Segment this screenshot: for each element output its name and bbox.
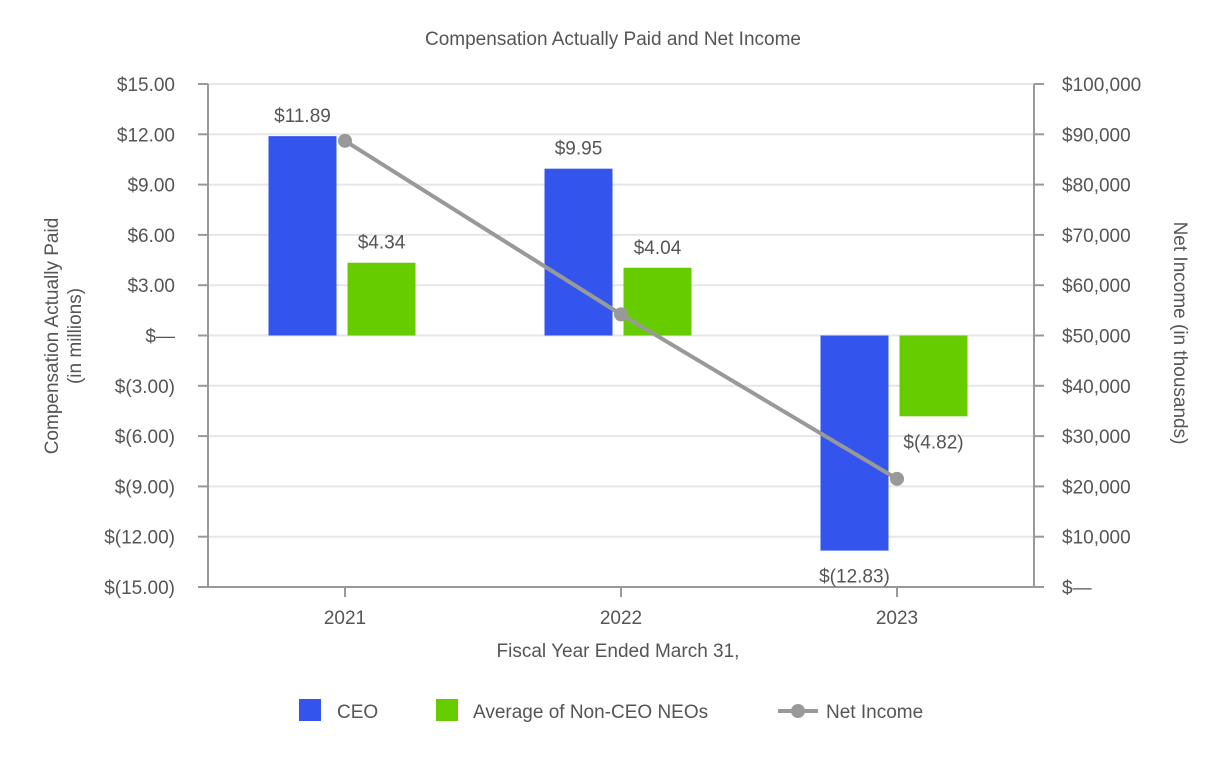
left-tick-label-3: $6.00 (127, 226, 175, 247)
left-axis-label-line2: (in millions) (65, 288, 86, 384)
left-tick-label-8: $(9.00) (115, 477, 175, 498)
bar-label-ceo-2022: $9.95 (555, 139, 603, 160)
legend-ceo-swatch (299, 699, 321, 721)
legend-ceo-label: CEO (337, 702, 378, 723)
right-tick-label-6: $40,000 (1062, 377, 1131, 398)
net-income-point-2022 (614, 307, 628, 322)
left-tick-label-6: $(3.00) (115, 377, 175, 398)
legend-net-income-label: Net Income (826, 702, 923, 723)
left-tick-label-4: $3.00 (127, 276, 175, 297)
x-axis-label: Fiscal Year Ended March 31, (497, 641, 740, 662)
left-tick-label-10: $(15.00) (104, 578, 175, 599)
bar-neo-2021 (347, 262, 416, 336)
legend-neo-swatch (436, 699, 458, 721)
net-income-point-2023 (890, 471, 904, 486)
bar-neo-2023 (899, 335, 968, 417)
bar-label-ceo-2023: $(12.83) (819, 567, 890, 588)
right-tick-label-0: $100,000 (1062, 75, 1141, 96)
net-income-point-2021 (338, 133, 352, 148)
right-axis-ticks: $100,000 $90,000 $80,000 $70,000 $60,000 $50,… (1034, 75, 1141, 599)
right-tick-label-1: $90,000 (1062, 125, 1131, 146)
x-tick-label-2021: 2021 (324, 608, 366, 629)
x-tick-label-2023: 2023 (876, 608, 918, 629)
bar-label-ceo-2021: $11.89 (274, 106, 331, 127)
bar-labels: $11.89 $9.95 $(12.83) $4.34 $4.04 $(4.82) (274, 106, 963, 587)
right-tick-label-2: $80,000 (1062, 176, 1131, 197)
right-tick-label-3: $70,000 (1062, 226, 1131, 247)
right-tick-label-4: $60,000 (1062, 276, 1131, 297)
right-tick-label-7: $30,000 (1062, 427, 1131, 448)
right-tick-label-8: $20,000 (1062, 477, 1131, 498)
legend-net-income-dot (791, 704, 805, 718)
x-axis-ticks: 2021 2022 2023 (324, 587, 918, 629)
right-tick-label-5: $50,000 (1062, 327, 1131, 348)
right-axis-label-group: Net Income (in thousands) (1169, 222, 1190, 445)
left-tick-label-9: $(12.00) (104, 528, 175, 549)
bar-ceo-2022 (544, 168, 613, 336)
bar-neo-2022 (623, 267, 692, 336)
legend-neo-label: Average of Non-CEO NEOs (473, 702, 708, 723)
left-tick-label-7: $(6.00) (115, 427, 175, 448)
left-tick-label-5: $— (145, 327, 175, 348)
bar-label-neo-2023: $(4.82) (903, 432, 963, 453)
right-tick-label-9: $10,000 (1062, 528, 1131, 549)
left-axis-label: Compensation Actually Paid (in millions) (42, 218, 86, 455)
x-tick-label-2022: 2022 (600, 608, 642, 629)
bars (268, 136, 968, 551)
left-tick-label-1: $12.00 (117, 125, 175, 146)
right-tick-label-10: $— (1062, 578, 1092, 599)
legend: CEO Average of Non-CEO NEOs Net Income (299, 699, 923, 723)
net-income-line-group (338, 133, 904, 486)
right-axis-label: Net Income (in thousands) (1169, 222, 1190, 445)
bar-ceo-2023 (820, 335, 889, 551)
left-axis-ticks: $15.00 $12.00 $9.00 $6.00 $3.00 $— $(3.00) $(6.… (104, 75, 208, 599)
left-tick-label-0: $15.00 (117, 75, 175, 96)
bar-label-neo-2022: $4.04 (634, 238, 682, 259)
bar-label-neo-2021: $4.34 (358, 233, 406, 254)
left-axis-label-line1: Compensation Actually Paid (42, 218, 63, 455)
bar-ceo-2021 (268, 136, 337, 336)
left-tick-label-2: $9.00 (127, 176, 175, 197)
chart-title: Compensation Actually Paid and Net Incom… (425, 29, 801, 50)
